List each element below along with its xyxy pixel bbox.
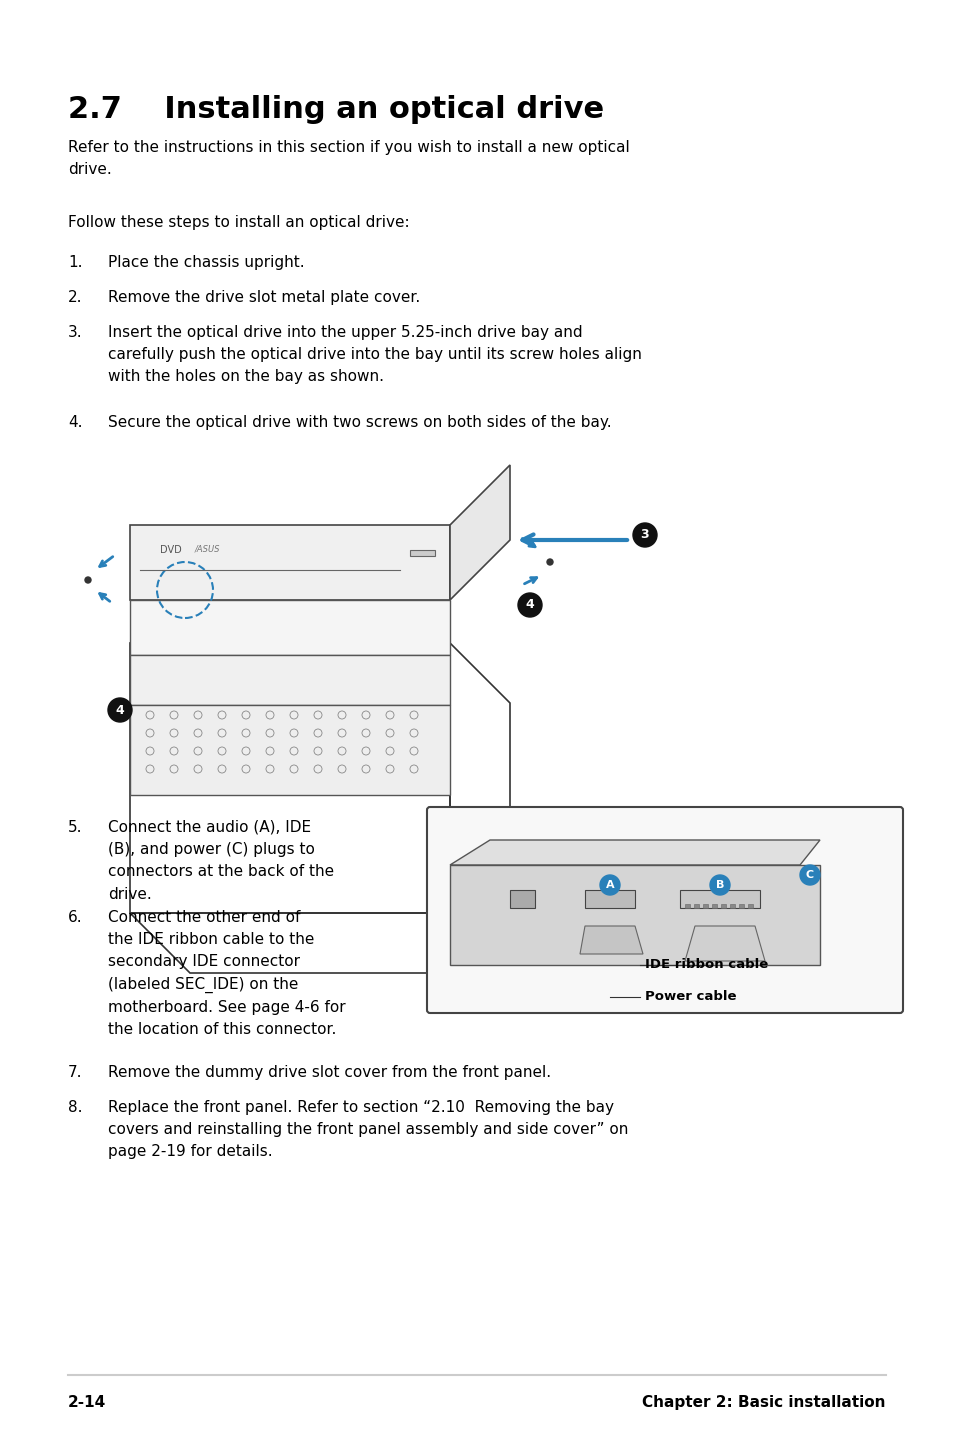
Text: Remove the drive slot metal plate cover.: Remove the drive slot metal plate cover. <box>108 290 420 305</box>
Text: IDE ribbon cable: IDE ribbon cable <box>644 959 767 972</box>
Bar <box>450 866 820 965</box>
Bar <box>684 905 689 907</box>
Polygon shape <box>684 926 764 961</box>
FancyBboxPatch shape <box>427 807 902 1012</box>
Polygon shape <box>450 840 820 866</box>
Text: 2-14: 2-14 <box>68 1395 106 1411</box>
Text: 5.: 5. <box>68 820 82 835</box>
Bar <box>747 905 752 907</box>
Bar <box>729 905 734 907</box>
Bar <box>130 654 450 705</box>
Circle shape <box>85 577 91 582</box>
Circle shape <box>517 592 541 617</box>
Text: B: B <box>715 880 723 890</box>
Text: Connect the other end of
the IDE ribbon cable to the
secondary IDE connector
(la: Connect the other end of the IDE ribbon … <box>108 910 345 1037</box>
Text: Insert the optical drive into the upper 5.25-inch drive bay and
carefully push t: Insert the optical drive into the upper … <box>108 325 641 384</box>
Circle shape <box>633 523 657 546</box>
Bar <box>130 705 450 795</box>
Bar <box>679 890 760 907</box>
Text: Secure the optical drive with two screws on both sides of the bay.: Secure the optical drive with two screws… <box>108 416 611 430</box>
Text: 3: 3 <box>640 529 649 542</box>
Text: C: C <box>805 870 813 880</box>
Text: 3.: 3. <box>68 325 83 339</box>
Circle shape <box>800 866 820 884</box>
Text: Replace the front panel. Refer to section “2.10  Removing the bay
covers and rei: Replace the front panel. Refer to sectio… <box>108 1100 628 1159</box>
Bar <box>702 905 707 907</box>
Text: /ASUS: /ASUS <box>194 545 220 554</box>
Text: 4: 4 <box>115 703 124 716</box>
Bar <box>584 890 635 907</box>
Text: 7.: 7. <box>68 1066 82 1080</box>
Text: Connect the audio (A), IDE
(B), and power (C) plugs to
connectors at the back of: Connect the audio (A), IDE (B), and powe… <box>108 820 334 902</box>
Text: A: A <box>605 880 614 890</box>
Text: 8.: 8. <box>68 1100 82 1114</box>
Text: 1.: 1. <box>68 255 82 270</box>
Polygon shape <box>450 464 510 600</box>
Text: Follow these steps to install an optical drive:: Follow these steps to install an optical… <box>68 216 409 230</box>
Bar <box>720 905 725 907</box>
Text: Chapter 2: Basic installation: Chapter 2: Basic installation <box>641 1395 885 1411</box>
Text: Power cable: Power cable <box>644 991 736 1004</box>
Text: DVD: DVD <box>160 545 182 555</box>
Circle shape <box>546 559 553 565</box>
Bar <box>510 890 535 907</box>
Text: 2.: 2. <box>68 290 82 305</box>
Circle shape <box>709 874 729 894</box>
Bar <box>410 549 435 557</box>
Text: 2.7    Installing an optical drive: 2.7 Installing an optical drive <box>68 95 603 124</box>
Polygon shape <box>579 926 642 953</box>
Text: Place the chassis upright.: Place the chassis upright. <box>108 255 304 270</box>
Bar <box>130 525 450 600</box>
Bar <box>130 600 450 654</box>
Text: Remove the dummy drive slot cover from the front panel.: Remove the dummy drive slot cover from t… <box>108 1066 551 1080</box>
Bar <box>693 905 699 907</box>
Text: 6.: 6. <box>68 910 83 925</box>
Bar <box>739 905 743 907</box>
Bar <box>711 905 717 907</box>
Text: Refer to the instructions in this section if you wish to install a new optical
d: Refer to the instructions in this sectio… <box>68 139 629 177</box>
Circle shape <box>599 874 619 894</box>
Text: 4: 4 <box>525 598 534 611</box>
Circle shape <box>108 697 132 722</box>
Text: 4.: 4. <box>68 416 82 430</box>
